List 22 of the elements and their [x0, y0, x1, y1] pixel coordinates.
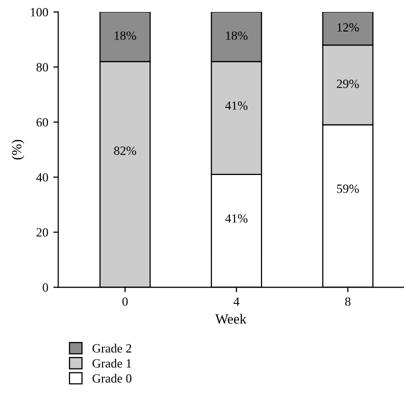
legend-label: Grade 0 [92, 374, 132, 383]
y-tick-label: 20 [36, 228, 48, 237]
y-tick-label: 60 [36, 118, 48, 127]
data-label: 29% [336, 80, 359, 88]
y-tick-label: 40 [36, 173, 48, 182]
y-tick-label: 100 [30, 8, 48, 16]
x-tick-label: 8 [345, 297, 350, 306]
x-tick-label: 4 [234, 297, 240, 306]
data-label: 18% [114, 31, 136, 40]
data-label: 59% [337, 184, 359, 193]
data-label: 41% [225, 214, 248, 223]
data-label: 82% [114, 146, 136, 155]
x-axis-title: Week [215, 314, 247, 324]
y-axis-title: (%) [12, 140, 24, 160]
legend-label: Grade 1 [92, 358, 132, 368]
x-tick-label: 0 [122, 297, 128, 306]
legend-label: Grade 2 [92, 344, 132, 353]
y-tick-label: 0 [42, 283, 48, 292]
data-label: 12% [337, 23, 359, 32]
data-label: 18% [226, 31, 248, 40]
y-tick-label: 80 [36, 63, 48, 72]
data-label: 41% [225, 101, 248, 110]
